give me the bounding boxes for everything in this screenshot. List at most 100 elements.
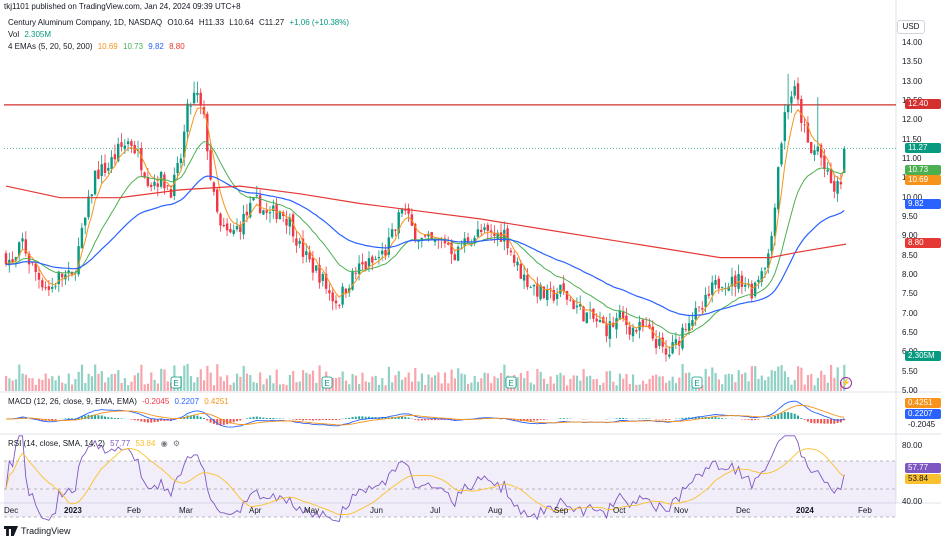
macd-hist-bar [437,419,440,421]
ema-label[interactable]: 4 EMAs (5, 20, 50, 200) [8,42,93,51]
macd-hist-bar [407,417,410,419]
volume-bar [744,372,747,391]
candle-body [658,338,661,346]
earnings-marker[interactable]: E [505,376,517,389]
volume-bar [595,378,598,391]
volume-bar [229,384,232,391]
volume-bar [790,384,793,391]
macd-hist-bar [302,419,304,421]
macd-pane[interactable] [5,400,846,428]
macd-signal-line [6,404,845,426]
macd-hist-bar [189,415,192,419]
macd-hist-bar [130,419,133,420]
macd-hist-bar [787,412,790,419]
candle-body [54,286,57,288]
currency-button[interactable]: USD [897,20,925,34]
macd-hist-bar [318,419,321,421]
volume-bar [21,373,24,391]
macd-hist-bar [810,419,813,423]
volume-bar [473,376,476,391]
candle-body [618,310,621,320]
candle-body [585,312,588,324]
settings-icon[interactable]: ⚙ [172,439,181,448]
macd-hist-bar [90,414,93,419]
candle-body [219,213,222,226]
flash-icon[interactable]: ⚡ [840,377,852,389]
volume-label[interactable]: Vol [8,30,20,39]
volume-bar [146,383,150,391]
eye-icon[interactable]: ◉ [160,439,168,448]
candle-body [420,237,423,240]
volume-bar [275,369,278,391]
earnings-marker[interactable]: E [170,376,182,389]
candle-body [843,148,846,173]
high-value: H11.33 [198,18,225,27]
candle-body [97,169,100,179]
macd-hist-bar [754,419,757,420]
candle-body [833,181,836,192]
volume-badge: 2.305M [905,351,941,361]
macd-hist-bar [216,419,219,425]
macd-hist-bar [833,419,836,424]
macd-hist-bar [295,419,298,421]
macd-hist-bar [790,412,793,419]
volume-bar [259,372,262,391]
volume-bar [368,382,371,391]
candle-body [47,286,51,290]
macd-hist-bar [150,419,153,423]
time-tick-label: Aug [488,506,503,515]
volume-bar [67,373,70,391]
volume-bar [427,374,430,391]
volume-bar [117,370,120,391]
macd-hist-bar [773,415,776,419]
macd-hist-bar [272,417,275,419]
candle-body [123,145,126,149]
volume-bar [113,373,117,391]
candle-body [496,232,499,239]
macd-hist-bar [770,417,773,419]
candle-body [371,256,374,263]
macd-hist-bar [163,419,166,421]
ema5-value: 10.69 [97,42,118,51]
macd-hist-bar [681,417,684,419]
volume-bar [265,378,268,391]
volume-bar [579,380,582,391]
volume-bar [612,381,615,391]
earnings-marker[interactable]: E [691,376,703,389]
volume-bar [166,381,169,391]
candle-body [37,272,41,280]
volume-bar [292,371,295,391]
candle-body [357,263,361,274]
macd-hist-bar [71,418,73,419]
macd-label[interactable]: MACD (12, 26, close, 9, EMA, EMA) [8,397,137,406]
candle-body [697,306,701,308]
volume-bar [361,372,364,391]
candle-body [654,338,658,348]
rsi-label[interactable]: RSI (14, close, SMA, 14, 2) [8,439,105,448]
volume-bar [24,374,27,391]
macd-hist-bar [803,419,806,420]
earnings-marker[interactable]: E [321,376,333,389]
macd-hist-bar [222,419,225,425]
volume-bar [232,382,235,391]
volume-bar [516,377,519,391]
volume-bar [542,378,546,391]
volume-bar [54,380,57,391]
candle-body [602,317,605,324]
volume-bar [377,384,381,391]
candle-body [819,144,823,158]
candle-body [394,229,397,231]
rsi-pane[interactable] [4,435,896,523]
candle-body [288,217,291,227]
volume-bar [417,381,420,391]
candle-body [744,284,747,287]
symbol-name[interactable]: Century Aluminum Company, 1D, NASDAQ [8,18,163,27]
candle-body [423,235,427,237]
candle-body [704,294,707,308]
candle-body [291,214,295,237]
candle-body [126,141,130,145]
price-tick-label: 13.00 [902,76,923,86]
